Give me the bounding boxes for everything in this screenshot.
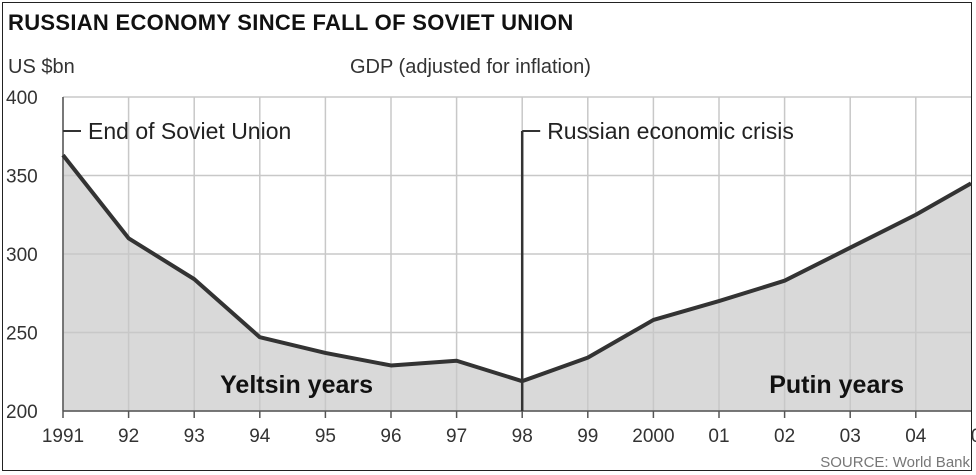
- data-point: [455, 359, 459, 363]
- y-axis-unit: US $bn: [8, 56, 75, 78]
- chart-subtitle: GDP (adjusted for inflation): [350, 56, 591, 78]
- x-tick-label: 01: [708, 426, 729, 447]
- x-tick-label: 92: [118, 426, 139, 447]
- y-tick-label: 200: [6, 402, 38, 423]
- y-tick-label: 250: [6, 324, 38, 345]
- data-point: [717, 299, 721, 303]
- x-tick-label: 94: [249, 426, 271, 447]
- gdp-area-fill: [63, 155, 971, 411]
- y-tick-label: 350: [6, 167, 38, 188]
- annotation-russian-economic-crisis: Russian economic crisis: [547, 118, 794, 144]
- data-point: [323, 351, 327, 355]
- data-point: [914, 213, 918, 217]
- x-tick-label: 2000: [632, 426, 674, 447]
- data-point: [651, 318, 655, 322]
- data-point: [848, 246, 852, 250]
- x-tick-label: 98: [512, 426, 533, 447]
- data-point: [127, 236, 131, 240]
- data-point: [586, 356, 590, 360]
- y-tick-label: 400: [6, 88, 38, 109]
- x-tick-label: 97: [446, 426, 467, 447]
- data-point: [969, 181, 973, 185]
- data-point: [192, 277, 196, 281]
- data-point: [389, 363, 393, 367]
- data-point: [61, 153, 65, 157]
- x-tick-label: 03: [840, 426, 861, 447]
- data-point: [258, 335, 262, 339]
- source-note: SOURCE: World Bank: [820, 454, 970, 471]
- period-label-yeltsin: Yeltsin years: [220, 371, 373, 399]
- period-label-putin: Putin years: [769, 371, 904, 399]
- data-point: [783, 279, 787, 283]
- chart-title: RUSSIAN ECONOMY SINCE FALL OF SOVIET UNI…: [8, 10, 574, 35]
- x-tick-label: 93: [184, 426, 205, 447]
- x-tick-label: 05: [971, 426, 976, 447]
- x-tick-label: 96: [380, 426, 401, 447]
- x-tick-label: 02: [774, 426, 795, 447]
- annotation-end-of-soviet-union: End of Soviet Union: [88, 118, 291, 144]
- y-tick-label: 300: [6, 245, 38, 266]
- x-tick-label: 1991: [42, 426, 84, 447]
- x-tick-label: 04: [905, 426, 927, 447]
- x-tick-label: 95: [315, 426, 336, 447]
- x-tick-label: 99: [577, 426, 598, 447]
